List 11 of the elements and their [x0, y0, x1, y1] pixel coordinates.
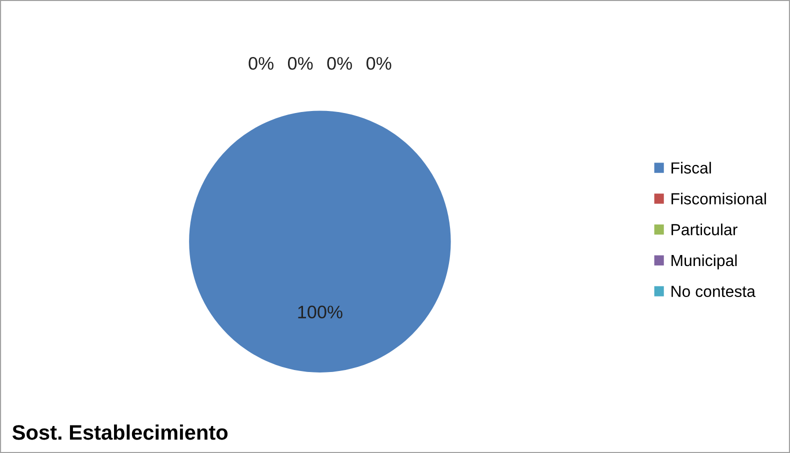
text: 0%: [288, 56, 313, 70]
legend-label: Fiscomisional: [672, 192, 766, 204]
data-label: 100%: [298, 306, 342, 318]
legend-label: Particular: [672, 224, 738, 236]
legend-label: No contesta: [672, 286, 756, 298]
text: Sost. Establecimiento: [12, 424, 228, 440]
text: 0%: [366, 56, 392, 70]
text: 0%: [327, 56, 352, 70]
text: 0%: [248, 56, 274, 70]
legend-label: Municipal: [672, 254, 737, 270]
legend-label: Fiscal: [672, 162, 711, 174]
